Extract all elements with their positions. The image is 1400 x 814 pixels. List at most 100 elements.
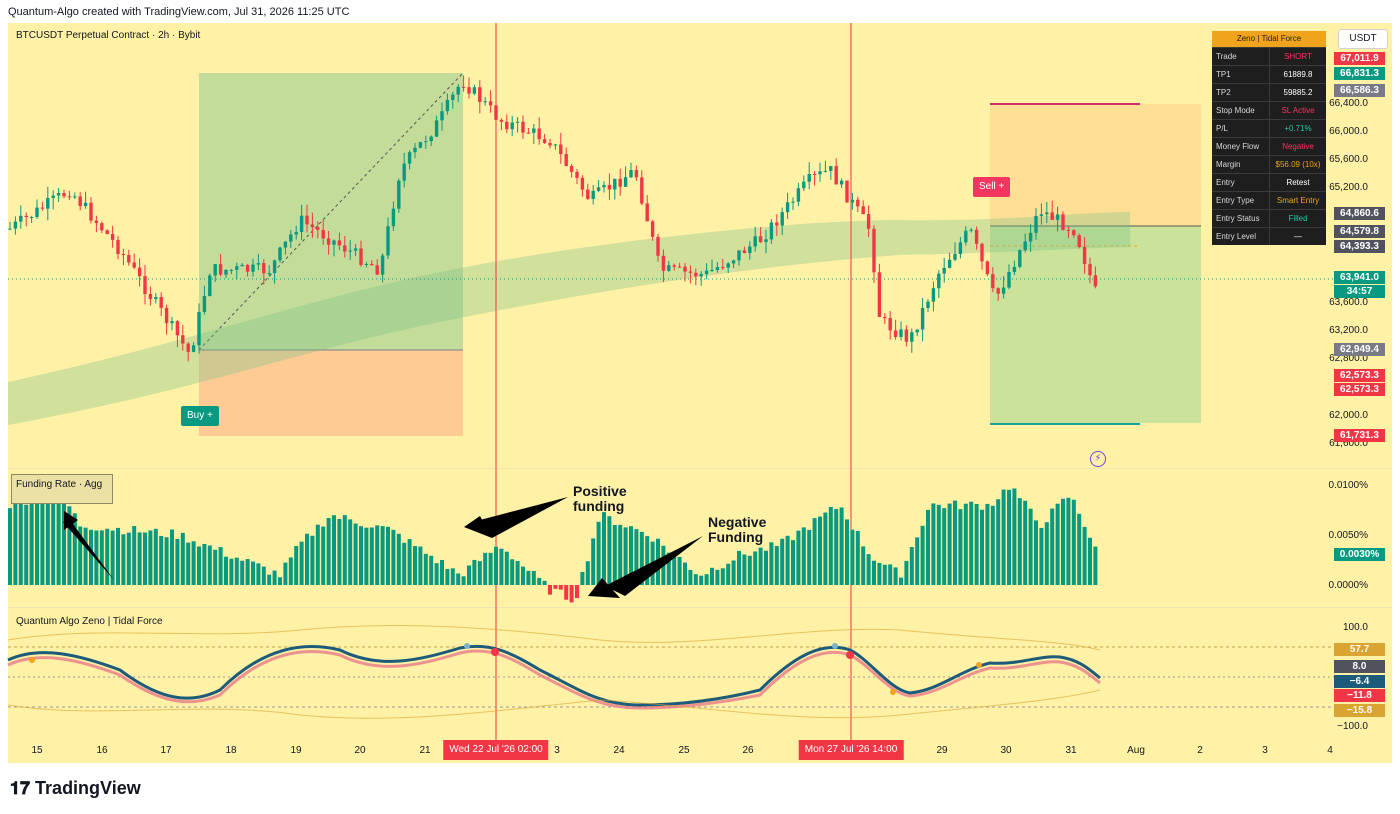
funding-bar (710, 567, 714, 585)
funding-bar (942, 508, 947, 585)
funding-bar (488, 552, 493, 585)
funding-bar (537, 577, 542, 585)
time-axis-label: Aug (1127, 745, 1145, 756)
candle-body (737, 250, 741, 261)
candle-body (667, 265, 671, 271)
candle-body (742, 250, 747, 254)
funding-pane-label[interactable]: Funding Rate · Agg (11, 474, 113, 504)
funding-bar (904, 560, 909, 585)
candle-body (332, 240, 336, 245)
candle-body (29, 216, 34, 218)
candle-body (829, 166, 833, 171)
funding-bar (612, 524, 617, 585)
candle-body (553, 144, 558, 146)
funding-bar (947, 503, 952, 585)
candle-body (910, 332, 914, 342)
lightning-icon[interactable]: ⚡ (1090, 451, 1106, 467)
candle-body (834, 166, 838, 185)
candle-body (8, 228, 12, 230)
negative-funding-annotation: Negative Funding (708, 514, 767, 545)
funding-bar (1093, 546, 1098, 585)
funding-bar (261, 566, 266, 585)
time-axis-label: 4 (1327, 745, 1333, 756)
candle-body (116, 239, 120, 254)
funding-bar (510, 559, 515, 585)
pane-separator[interactable] (8, 468, 1392, 469)
funding-bar (240, 560, 245, 585)
tradingview-logo[interactable]: 𝟏𝟕 TradingView (10, 778, 141, 799)
funding-bar (548, 585, 552, 595)
funding-bar (89, 529, 93, 585)
time-axis-label: 20 (354, 745, 366, 756)
funding-bar (72, 513, 77, 585)
trade-panel-row: P/L +0.71% (1212, 119, 1326, 137)
trade-panel-row: Stop Mode SL Active (1212, 101, 1326, 119)
funding-bar (380, 526, 385, 585)
funding-bar (569, 585, 574, 603)
oscillator-signal-line (7, 649, 1101, 710)
funding-bar (35, 495, 39, 585)
funding-bar (1050, 508, 1055, 585)
funding-bar (553, 585, 558, 589)
funding-bar (440, 560, 444, 585)
currency-button[interactable]: USDT (1338, 29, 1388, 49)
time-axis-label: 21 (419, 745, 431, 756)
funding-bar (607, 516, 612, 585)
candle-body (731, 260, 736, 264)
candle-body (353, 248, 358, 251)
trade-panel-row: Entry Level — (1212, 227, 1326, 245)
candle-body (791, 201, 795, 203)
funding-bar (332, 515, 336, 585)
funding-bar (785, 535, 790, 585)
time-axis-label: 19 (290, 745, 302, 756)
funding-bar (105, 528, 110, 585)
candle-body (969, 229, 973, 231)
oscillator-pane-label[interactable]: Quantum Algo Zeno | Tidal Force (16, 616, 163, 627)
trade-panel-value: Smart Entry (1269, 192, 1326, 209)
candle-body (640, 177, 644, 204)
funding-bar (963, 503, 968, 585)
funding-bar (807, 529, 812, 585)
candle-body (310, 224, 315, 228)
pane-separator[interactable] (8, 607, 1392, 608)
funding-bar (677, 556, 682, 585)
funding-bar (153, 528, 158, 585)
funding-bar (434, 563, 439, 585)
candle-body (845, 180, 849, 203)
funding-bar (170, 529, 174, 585)
oscillator-tag: 57.7 (1334, 643, 1385, 656)
funding-bar (747, 555, 752, 585)
funding-bar (1071, 499, 1076, 585)
price-axis-label: 65,600.0 (1329, 154, 1368, 165)
trade-panel-key: Entry Type (1216, 196, 1255, 205)
funding-bar (407, 539, 412, 585)
trade-panel-key: TP1 (1216, 70, 1231, 79)
candle-body (251, 264, 255, 272)
funding-bar (996, 499, 1001, 585)
candle-body (359, 248, 363, 265)
price-axis-label: 62,000.0 (1329, 410, 1368, 421)
oscillator-tag: −15.8 (1334, 704, 1385, 717)
funding-bar (893, 567, 898, 585)
funding-bar (364, 527, 369, 585)
funding-bar (164, 537, 169, 585)
symbol-title[interactable]: BTCUSDT Perpetual Contract · 2h · Bybit (16, 30, 201, 41)
funding-bar (839, 507, 844, 585)
funding-bar (683, 562, 687, 585)
candle-body (451, 94, 455, 100)
funding-bar (272, 570, 277, 585)
funding-bar (980, 509, 984, 585)
funding-bar (1007, 489, 1011, 585)
funding-bar (175, 538, 180, 585)
funding-bar (245, 559, 250, 585)
candle-body (537, 128, 541, 140)
funding-bar (13, 499, 18, 585)
candle-body (818, 171, 822, 175)
funding-bar (315, 524, 320, 585)
price-tag: 62,573.3 (1334, 383, 1385, 396)
funding-bar (899, 577, 903, 585)
trade-panel-row: Money Flow Negative (1212, 137, 1326, 155)
trade-panel-key: Trade (1216, 52, 1237, 61)
candle-body (823, 170, 828, 172)
